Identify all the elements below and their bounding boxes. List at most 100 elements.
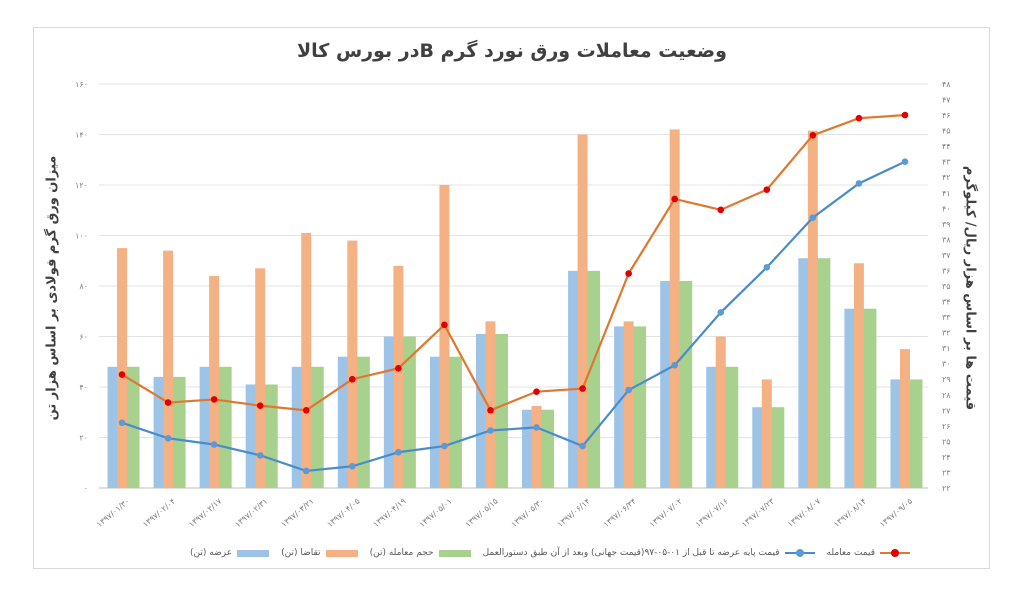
y-tick-label-right: ۴۸ [942, 80, 951, 89]
y-tick-label-right: ۲۹ [942, 375, 951, 384]
bar-volume [261, 384, 278, 488]
bar-demand [347, 240, 358, 488]
legend-item-supply[interactable]: عرضه (تن) [190, 548, 270, 558]
x-tick-label: ۱۳۹۷/۰۲/۱۷ [187, 496, 224, 529]
bar-volume [906, 379, 923, 488]
bar-volume [676, 280, 693, 488]
bar-demand [393, 265, 404, 488]
x-tick-label: ۱۳۹۷/۰۱/۳۰ [95, 497, 131, 529]
marker [395, 365, 402, 372]
marker [533, 388, 540, 395]
marker [763, 186, 771, 193]
bar-volume [123, 366, 140, 488]
legend-label-demand: تقاضا (تن) [281, 548, 321, 558]
legend-label-supply: عرضه (تن) [190, 548, 233, 558]
marker [164, 399, 172, 406]
y-tick-label-left: ۱۴۰ [75, 131, 88, 140]
bar-volume [722, 366, 739, 488]
bar-demand [853, 263, 864, 488]
marker [855, 180, 863, 187]
marker [717, 206, 725, 214]
marker [256, 402, 264, 409]
legend-item-trade-price[interactable]: قیمت معامله [827, 548, 910, 558]
bar-demand [807, 130, 818, 488]
x-tick-label: ۱۳۹۷/۰۹/۰۵ [878, 497, 914, 529]
y-tick-label-right: ۲۶ [942, 422, 951, 431]
x-tick-label: ۱۳۹۷/۰۲/۳۱ [233, 497, 269, 529]
bar-demand [255, 268, 266, 488]
y-axis-title-right: قیمت ها بر اساس هزار ریال/ کیلوگرم [962, 165, 978, 411]
x-tick-label: ۱۳۹۷/۰۸/۱۴ [832, 497, 868, 529]
x-tick-label: ۱۳۹۷/۰۳/۲۱ [279, 497, 315, 529]
y-tick-label-right: ۳۲ [942, 329, 951, 338]
y-tick-label-right: ۳۱ [942, 344, 951, 353]
marker [533, 424, 540, 431]
x-tick-label: ۱۳۹۷/۰۵/۱۵ [464, 497, 500, 529]
bar-volume [768, 407, 785, 488]
legend-swatch-trade-price [880, 548, 910, 558]
y-tick-label-right: ۳۹ [942, 220, 951, 229]
marker [855, 114, 863, 122]
x-tick-label: ۱۳۹۷/۰۷/۱۶ [694, 497, 730, 529]
x-tick-label: ۱۳۹۷/۰۲/۰۴ [141, 497, 177, 529]
marker [809, 131, 817, 139]
bar-demand [485, 321, 496, 488]
y-axis-title-left: میزان ورق گرم فولادی بر اساس هزار تن [44, 155, 60, 421]
legend-label-trade-price: قیمت معامله [826, 548, 875, 558]
marker [487, 427, 494, 434]
bar-volume [630, 326, 647, 488]
legend-swatch-supply [237, 549, 270, 557]
y-tick-label-left: ۸۰ [79, 282, 88, 291]
x-tick-label: ۱۳۹۷/۰۷/۰۲ [648, 497, 684, 529]
bar-demand [715, 336, 726, 488]
line-base-price [121, 160, 906, 473]
y-tick-label-right: ۳۴ [942, 298, 951, 307]
y-tick-label-left: ۰ [84, 484, 88, 493]
x-tick-label: ۱۳۹۷/۰۵/۳۰ [510, 497, 546, 529]
legend-label-base-price: قیمت پایه عرضه تا قبل از ۰۱-۰۵-۹۷(قیمت ج… [482, 548, 780, 558]
x-tick-label: ۱۳۹۷/۰۷/۲۳ [740, 496, 777, 529]
y-tick-label-right: ۳۷ [942, 251, 951, 260]
x-tick-label: ۱۳۹۷/۰۶/۳۴ [602, 497, 638, 529]
marker [763, 264, 771, 271]
marker [441, 321, 448, 329]
y-tick-label-right: ۴۷ [942, 96, 951, 105]
y-tick-label-right: ۳۶ [942, 266, 951, 275]
bar-demand [669, 129, 680, 488]
legend-swatch-base-price [784, 548, 815, 558]
x-tick-label: ۱۳۹۷/۰۸/۰۷ [786, 496, 823, 529]
marker [118, 419, 126, 427]
legend-item-volume[interactable]: حجم معامله (تن) [370, 548, 471, 558]
legend-item-base-price[interactable]: قیمت پایه عرضه تا قبل از ۰۱-۰۵-۹۷(قیمت ج… [483, 548, 815, 558]
marker [579, 442, 586, 450]
bar-demand [531, 405, 542, 488]
marker [441, 442, 448, 450]
y-tick-label-right: ۴۴ [942, 142, 951, 151]
marker [302, 407, 310, 414]
marker [210, 396, 218, 403]
legend-item-demand[interactable]: تقاضا (تن) [281, 548, 358, 558]
bar-demand [439, 185, 450, 488]
bar-volume [860, 308, 877, 488]
marker [256, 452, 264, 459]
marker [901, 111, 909, 119]
marker [164, 434, 172, 442]
bar-demand [623, 321, 634, 488]
y-tick-label-right: ۴۱ [942, 189, 951, 198]
bar-demand [209, 275, 220, 488]
marker [487, 407, 494, 414]
marker [302, 467, 310, 475]
marker [671, 195, 678, 203]
x-tick-label: ۱۳۹۷/۰۴/۱۹ [371, 497, 407, 529]
marker [901, 158, 909, 165]
legend: عرضه (تن) تقاضا (تن) حجم معامله (تن) قیم… [190, 544, 910, 562]
bar-demand [163, 250, 174, 488]
marker [579, 385, 586, 392]
y-tick-label-right: ۴۲ [942, 173, 951, 182]
y-tick-label-right: ۴۵ [942, 127, 951, 136]
y-tick-label-left: ۱۰۰ [75, 232, 88, 241]
y-tick-label-right: ۳۳ [942, 313, 951, 322]
y-tick-label-left: ۴۰ [79, 383, 88, 392]
bar-volume [584, 270, 601, 488]
